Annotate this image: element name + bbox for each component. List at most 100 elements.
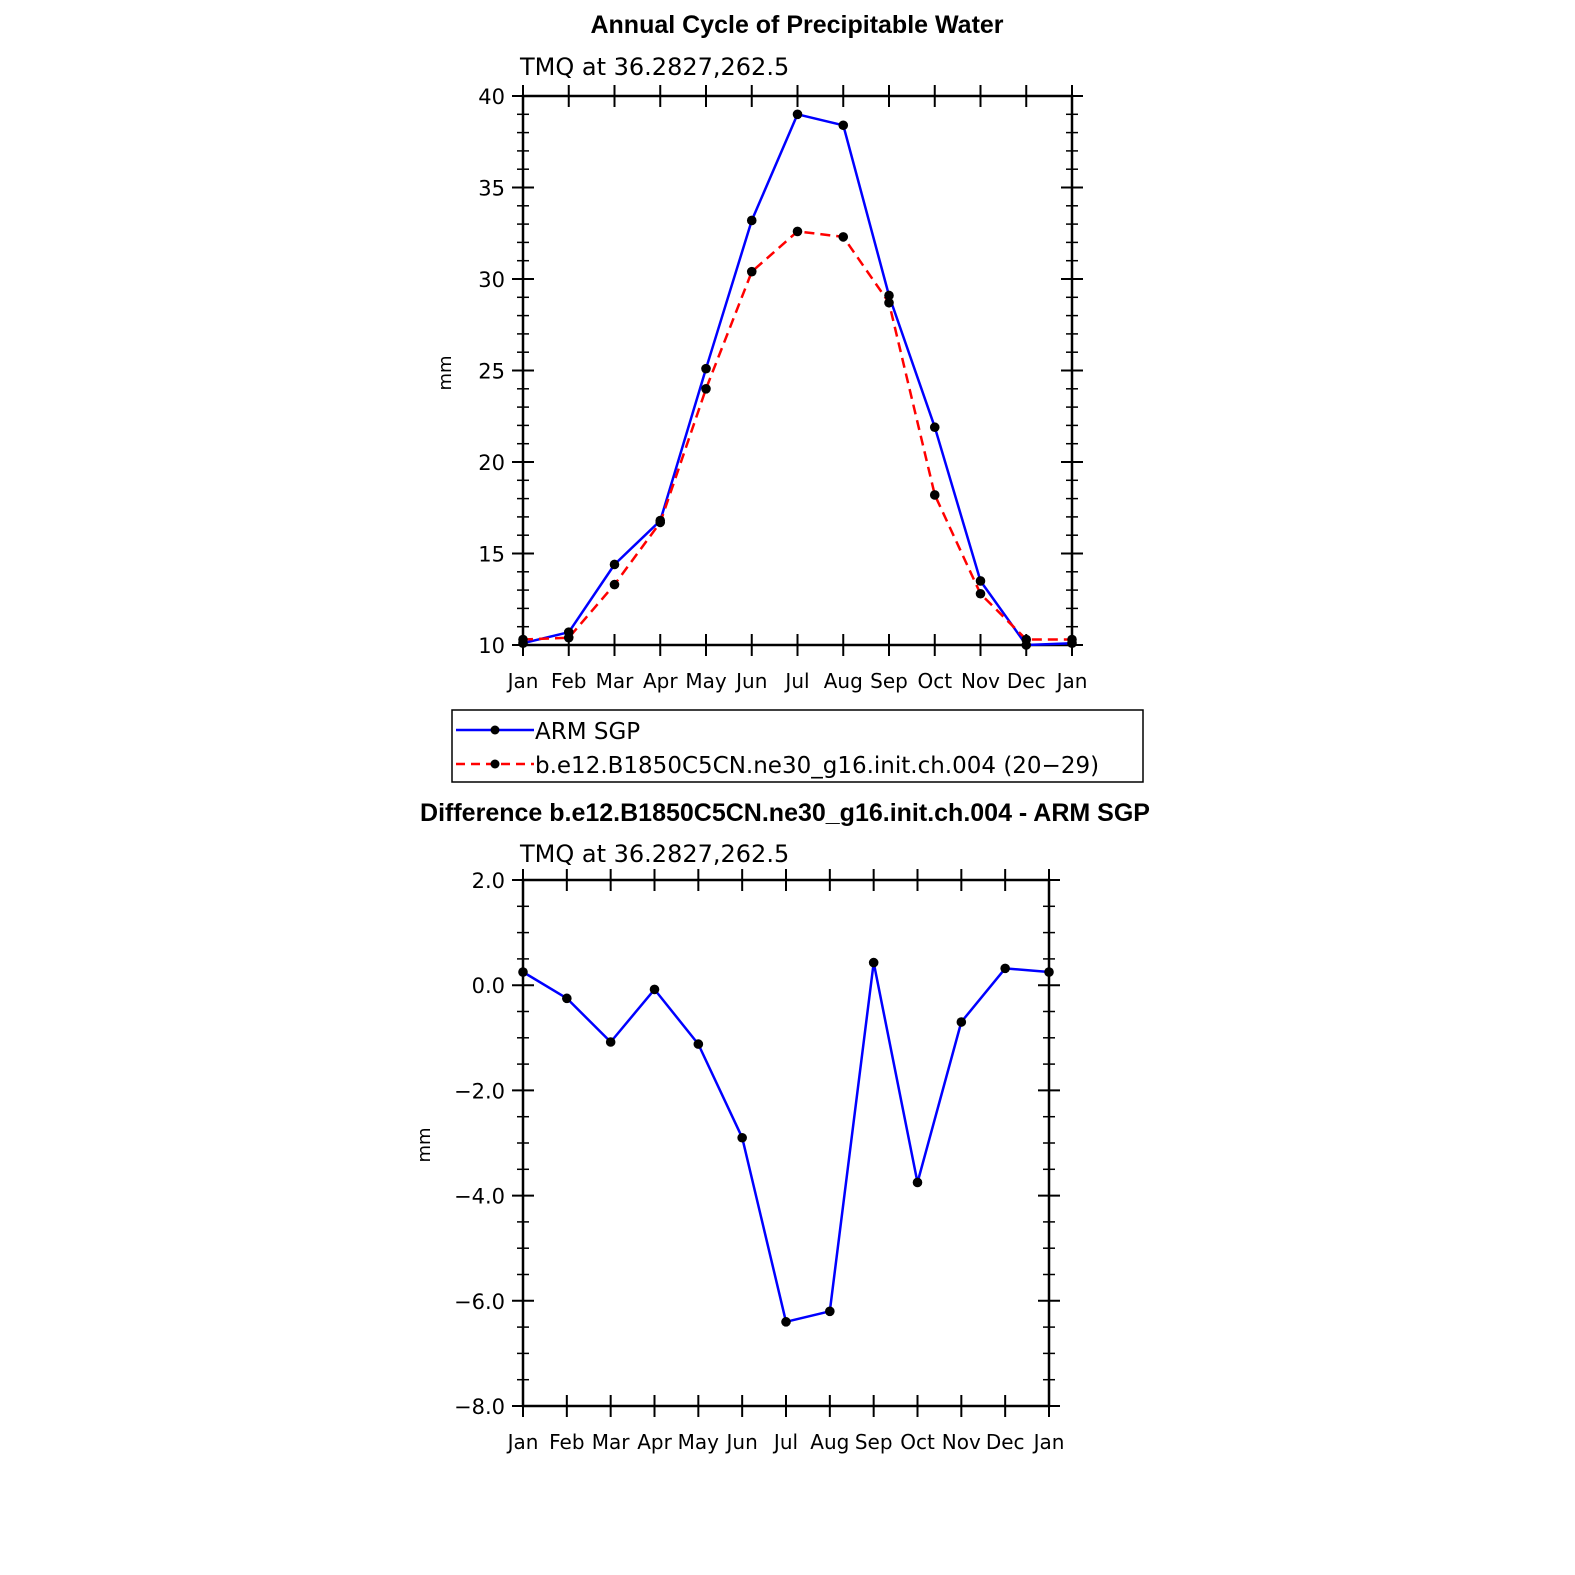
data-point <box>868 957 879 968</box>
x-tick-label: Nov <box>942 1430 981 1454</box>
x-tick-label: Apr <box>637 1430 672 1454</box>
x-tick-label: Oct <box>900 1430 935 1454</box>
data-point <box>609 559 620 570</box>
x-tick-label: Apr <box>643 669 678 693</box>
data-point <box>975 576 986 586</box>
x-tick-label: Dec <box>986 1430 1025 1454</box>
annual-cycle-chart: Annual Cycle of Precipitable Water TMQ a… <box>435 11 1087 693</box>
y-tick-label: 25 <box>478 360 505 384</box>
data-point <box>929 490 940 500</box>
x-tick-labels: Jan Feb Mar Apr May Jun Jul Aug Sep Oct Nov Dec Jan <box>506 669 1088 693</box>
y-tick-label: 30 <box>478 268 505 292</box>
data-point <box>693 1039 704 1049</box>
legend-label-arm-sgp: ARM SGP <box>535 719 640 745</box>
chart-subtitle: TMQ at 36.2827,262.5 <box>519 53 789 81</box>
x-tick-label: Aug <box>810 1430 849 1454</box>
legend-label-model: b.e12.B1850C5CN.ne30_g16.init.ch.004 (20… <box>535 753 1099 779</box>
chart-title: Annual Cycle of Precipitable Water <box>590 11 1003 39</box>
data-point <box>781 1317 791 1327</box>
x-tick-label: May <box>685 669 727 693</box>
x-tick-label: May <box>678 1430 720 1454</box>
y-tick-label: 35 <box>478 177 505 201</box>
data-point <box>518 634 528 645</box>
legend-marker-model <box>490 759 500 769</box>
data-point <box>1067 634 1077 645</box>
axes-frame <box>521 94 1074 647</box>
data-point <box>792 226 803 237</box>
data-point <box>655 517 666 528</box>
chart-title: Difference b.e12.B1850C5CN.ne30_g16.init… <box>420 799 1150 827</box>
data-point <box>884 297 894 308</box>
x-tick-label: Jan <box>1032 1430 1065 1454</box>
plot-area <box>518 957 1054 1327</box>
y-axis-label: mm <box>414 1127 435 1162</box>
data-point <box>562 993 572 1004</box>
data-point <box>1021 634 1032 645</box>
data-point <box>746 266 757 277</box>
y-tick-label: 10 <box>478 634 505 658</box>
y-tick-label: −2.0 <box>454 1079 505 1103</box>
data-point <box>792 109 803 120</box>
data-point <box>825 1306 835 1317</box>
data-point <box>563 632 574 643</box>
x-tick-label: Mar <box>592 1430 631 1454</box>
legend-marker-arm-sgp <box>490 725 500 735</box>
data-point <box>838 120 849 131</box>
data-point <box>1000 963 1010 974</box>
data-point <box>649 984 660 995</box>
data-point <box>912 1177 923 1188</box>
x-tick-label: Aug <box>824 669 863 693</box>
data-point <box>929 422 940 433</box>
x-tick-label: Mar <box>596 669 635 693</box>
y-tick-label: 40 <box>478 85 505 109</box>
data-point <box>746 215 757 226</box>
y-axis-label: mm <box>435 355 456 390</box>
data-point <box>956 1017 967 1027</box>
y-tick-label: −6.0 <box>454 1290 505 1314</box>
x-tick-labels: Jan Feb Mar Apr May Jun Jul Aug Sep Oct Nov Dec Jan <box>506 1430 1065 1454</box>
y-tick-label: 0.0 <box>472 974 505 998</box>
data-point <box>701 363 711 374</box>
plot-area <box>518 109 1077 650</box>
legend: ARM SGP b.e12.B1850C5CN.ne30_g16.init.ch… <box>451 709 1144 783</box>
data-point <box>884 290 894 301</box>
y-tick-label: 20 <box>478 451 505 475</box>
data-point <box>605 1037 616 1047</box>
x-tick-label: Oct <box>917 669 952 693</box>
axes-frame <box>521 878 1051 1408</box>
x-tick-label: Jul <box>772 1430 798 1454</box>
y-tick-labels: 10 15 20 25 30 35 40 <box>478 85 505 658</box>
series-line-0 <box>522 961 1050 1324</box>
axis-ticks <box>512 869 1060 1417</box>
x-tick-label: Jul <box>783 669 809 693</box>
plot-frame <box>521 94 1074 647</box>
x-tick-label: Feb <box>549 1430 584 1454</box>
x-tick-label: Sep <box>870 669 908 693</box>
data-point <box>1044 967 1054 977</box>
series-line-0 <box>522 113 1073 647</box>
data-point <box>975 588 986 599</box>
x-tick-label: Jan <box>506 1430 539 1454</box>
plot-frame <box>521 878 1051 1408</box>
y-tick-label: 2.0 <box>472 869 505 893</box>
x-tick-label: Sep <box>855 1430 893 1454</box>
x-tick-label: Feb <box>551 669 586 693</box>
data-point <box>518 967 528 977</box>
x-tick-label: Jan <box>506 669 539 693</box>
y-tick-label: −4.0 <box>454 1185 505 1209</box>
y-tick-label: 15 <box>478 543 505 567</box>
chart-subtitle: TMQ at 36.2827,262.5 <box>519 840 789 868</box>
data-point <box>838 232 849 242</box>
axis-ticks <box>512 85 1083 656</box>
x-tick-label: Jun <box>734 669 767 693</box>
difference-chart: Difference b.e12.B1850C5CN.ne30_g16.init… <box>414 799 1150 1454</box>
y-tick-label: −8.0 <box>454 1395 505 1419</box>
data-point <box>609 579 620 590</box>
data-point <box>701 384 711 394</box>
x-tick-label: Jan <box>1055 669 1088 693</box>
legend-box <box>451 709 1144 783</box>
y-tick-labels: −8.0 −6.0 −4.0 −2.0 0.0 2.0 <box>454 869 505 1419</box>
x-tick-label: Jun <box>725 1430 758 1454</box>
x-tick-label: Nov <box>961 669 1000 693</box>
